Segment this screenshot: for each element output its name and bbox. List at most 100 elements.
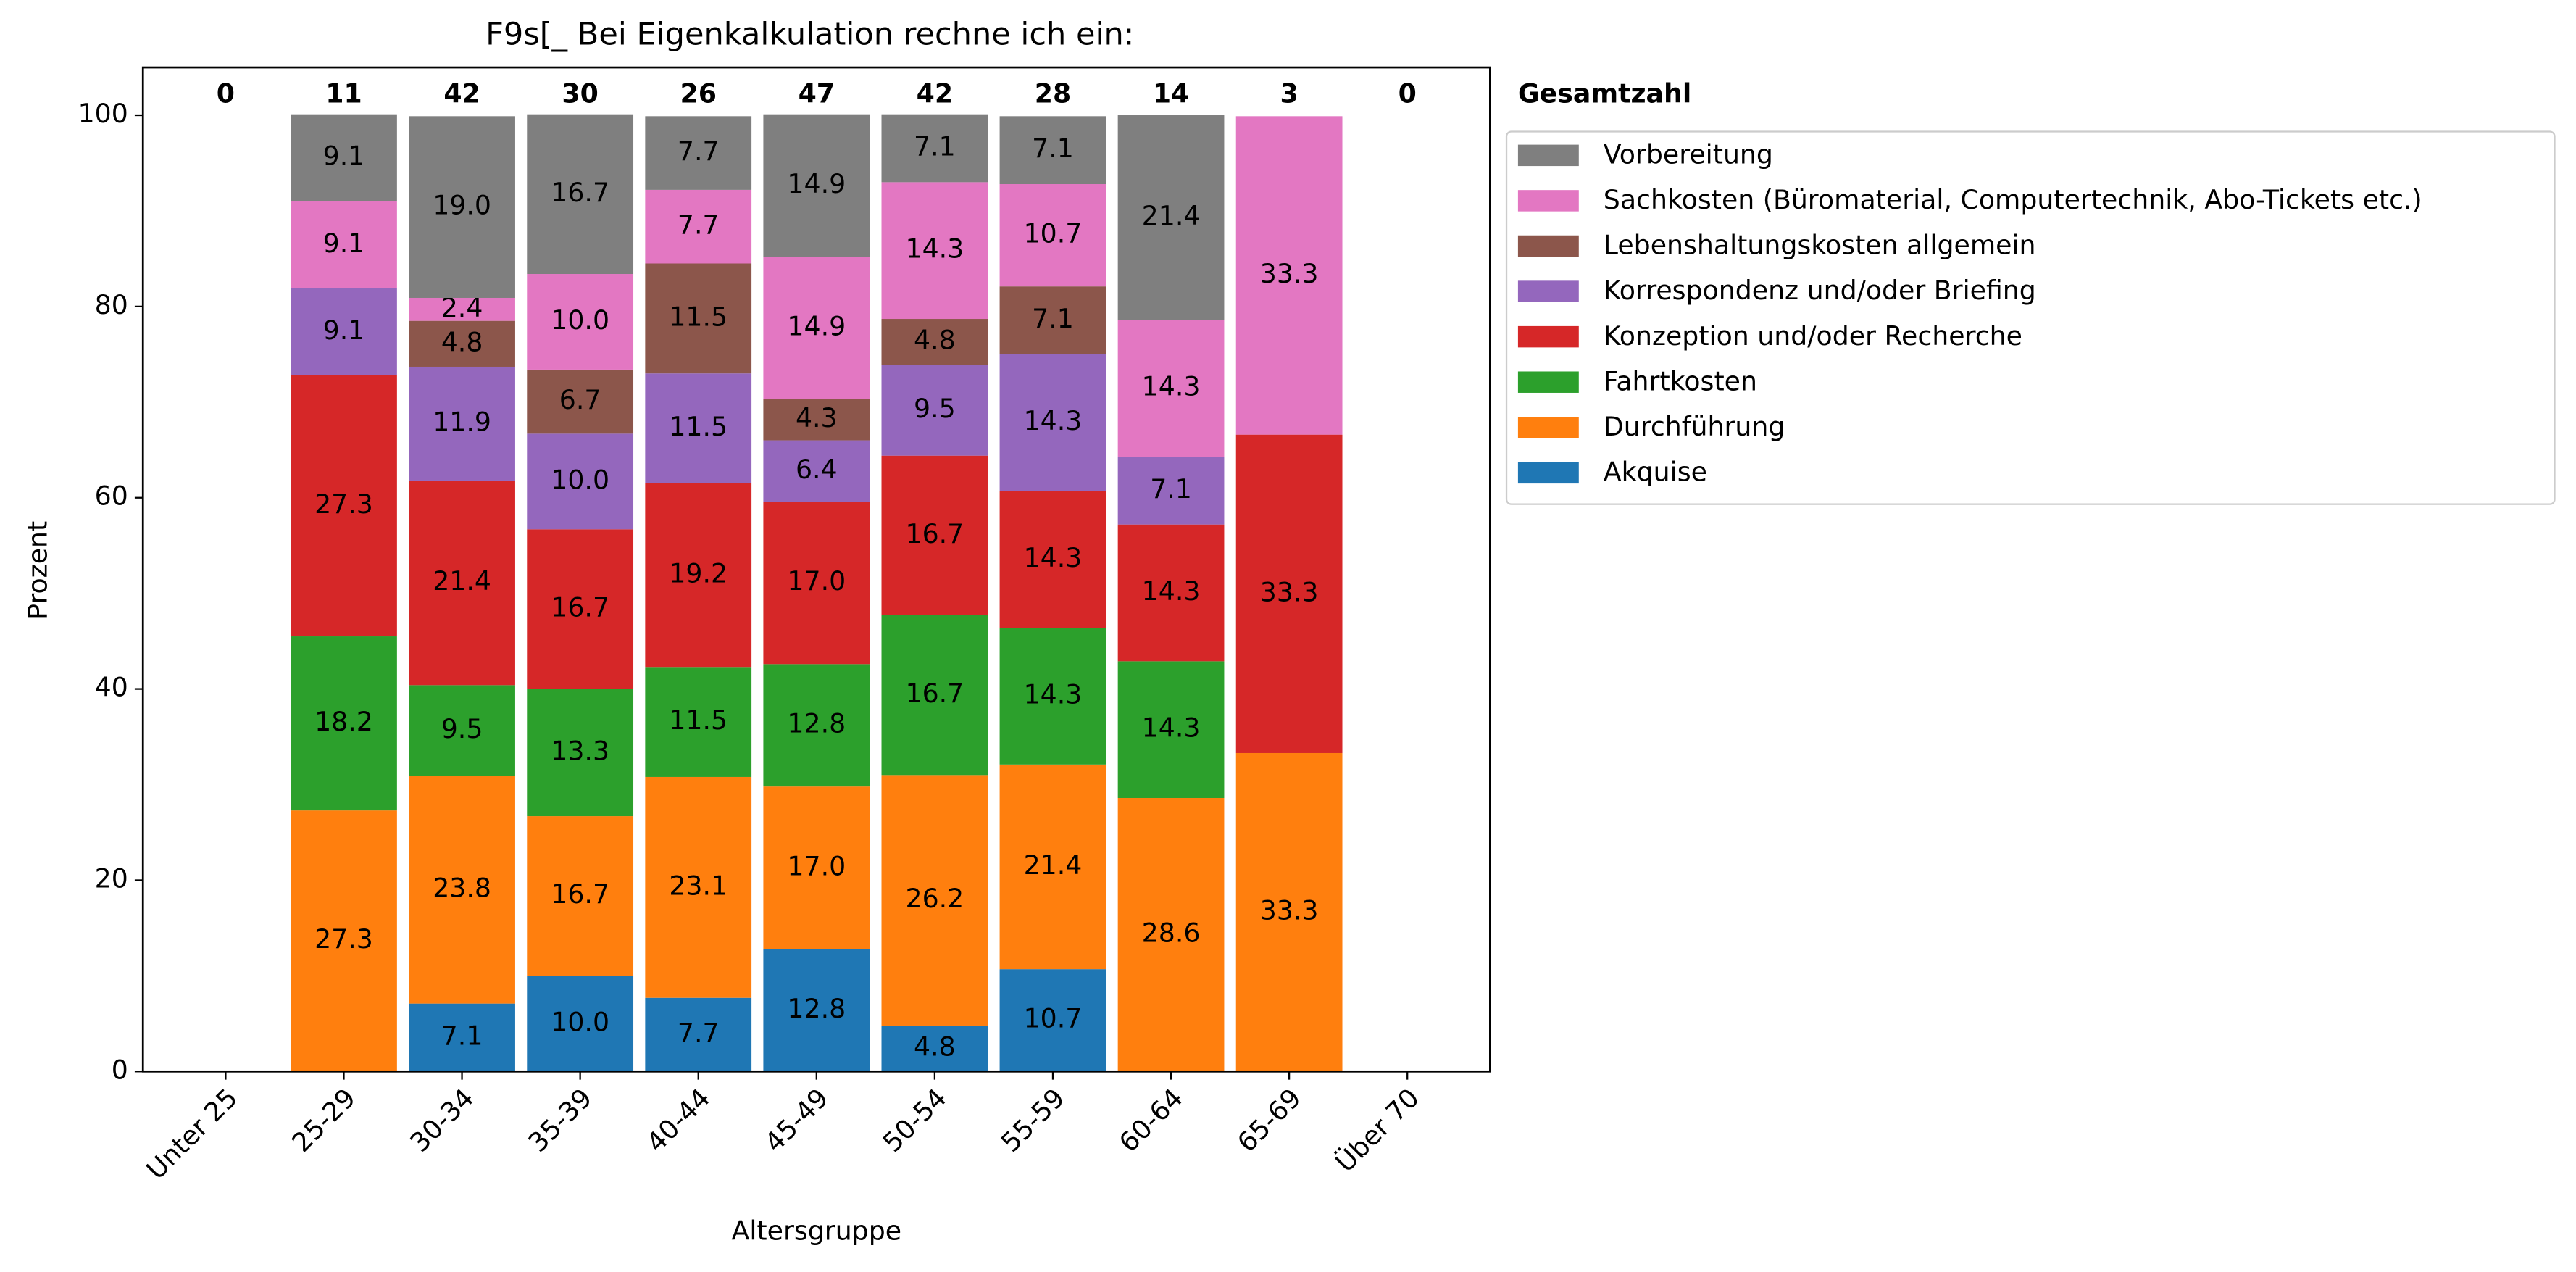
bar-segment: [1117, 524, 1225, 662]
y-tick-label: 40: [95, 672, 128, 703]
bar-segment: [881, 114, 988, 183]
bar-segment: [999, 286, 1106, 354]
data-label: 16.7: [551, 591, 609, 623]
plot-frame: [141, 66, 1491, 1073]
data-label: 17.0: [787, 565, 846, 596]
bar-segment: [645, 263, 752, 374]
y-axis-label: Prozent: [22, 521, 53, 620]
legend-swatch: [1517, 371, 1579, 393]
bar-segment: [763, 440, 870, 502]
data-label: 33.3: [1260, 576, 1319, 607]
data-label: 4.8: [441, 326, 483, 357]
bar-segment: [999, 969, 1106, 1072]
data-label: 10.0: [551, 1006, 609, 1037]
bar-segment: [527, 976, 634, 1072]
bar-segment: [1117, 115, 1225, 320]
data-label: 7.7: [678, 209, 720, 241]
y-tick-label: 100: [78, 98, 128, 129]
x-axis-label: Altersgruppe: [732, 1215, 901, 1247]
bar-segment: [645, 483, 752, 668]
data-label: 27.3: [314, 923, 373, 955]
bar-segment: [1117, 456, 1225, 525]
data-label: 14.9: [787, 168, 846, 199]
bar-segment: [1235, 752, 1343, 1072]
legend-label: Fahrtkosten: [1604, 365, 1757, 396]
data-label: 6.4: [796, 454, 838, 485]
bar-segment: [645, 116, 752, 190]
bar-segment: [763, 399, 870, 441]
data-label: 28.6: [1142, 918, 1201, 949]
bar-segment: [291, 810, 397, 1072]
data-label: 12.8: [787, 708, 846, 739]
bar-segment: [291, 114, 397, 201]
chart-title: F9s[_ Bei Eigenkalkulation rechne ich ei…: [485, 16, 1134, 52]
bar-segment: [1235, 116, 1343, 435]
total-label: 0: [1399, 78, 1417, 109]
data-label: 10.7: [1024, 218, 1083, 249]
data-label: 19.2: [669, 558, 728, 589]
data-label: 10.7: [1024, 1003, 1083, 1034]
data-label: 6.7: [559, 384, 601, 415]
data-label: 7.1: [1032, 303, 1074, 334]
bar-segment: [409, 116, 515, 298]
legend-label: Durchführung: [1604, 411, 1785, 442]
legend-swatch: [1517, 280, 1579, 302]
data-label: 10.0: [551, 304, 609, 336]
bar-segment: [763, 502, 870, 665]
data-label: 33.3: [1260, 895, 1319, 926]
data-label: 14.3: [1142, 371, 1201, 402]
bar-segment: [291, 636, 397, 811]
bar-segment: [291, 201, 397, 288]
bar-segment: [291, 375, 397, 637]
bar-segment: [409, 320, 515, 367]
bar-segment: [999, 116, 1106, 184]
bar-segment: [527, 433, 634, 530]
data-label: 16.7: [906, 678, 964, 709]
data-label: 16.7: [906, 518, 964, 549]
y-tick-label: 60: [95, 481, 128, 512]
bar-segment: [881, 775, 988, 1026]
total-label: 3: [1280, 78, 1299, 109]
bar-segment: [1117, 320, 1225, 457]
data-label: 14.9: [787, 311, 846, 342]
bar-segment: [999, 764, 1106, 970]
data-label: 7.1: [1032, 133, 1074, 164]
bar-segment: [763, 786, 870, 949]
bar-segment: [763, 257, 870, 399]
bar-segment: [881, 182, 988, 320]
total-label: 42: [443, 78, 480, 109]
bar-segment: [409, 366, 515, 481]
data-label: 13.3: [551, 735, 609, 766]
total-label: 0: [217, 78, 235, 109]
data-label: 14.3: [1024, 405, 1083, 436]
data-label: 9.1: [323, 141, 365, 172]
data-label: 7.7: [678, 136, 720, 167]
legend-label: Konzeption und/oder Recherche: [1604, 320, 2022, 352]
legend-label: Akquise: [1604, 456, 1707, 487]
bar-segment: [645, 997, 752, 1072]
data-label: 18.2: [314, 706, 373, 737]
total-label: 30: [562, 78, 598, 109]
legend-swatch: [1517, 235, 1579, 257]
data-label: 23.8: [433, 873, 491, 904]
bar-segment: [409, 776, 515, 1004]
data-label: 27.3: [314, 489, 373, 520]
legend-swatch: [1517, 144, 1579, 167]
data-label: 33.3: [1260, 258, 1319, 289]
data-label: 9.1: [323, 315, 365, 346]
bar-segment: [881, 1025, 988, 1072]
data-label: 21.4: [1142, 200, 1201, 231]
data-label: 19.0: [433, 190, 491, 221]
total-label: 14: [1153, 78, 1189, 109]
total-label: 28: [1035, 78, 1071, 109]
legend-swatch: [1517, 417, 1579, 438]
total-label: 42: [917, 78, 953, 109]
data-label: 16.7: [551, 177, 609, 208]
bar-segment: [409, 685, 515, 776]
bar-segment: [527, 274, 634, 370]
bar-segment: [645, 373, 752, 483]
bar-segment: [645, 189, 752, 264]
legend-title: Gesamtzahl: [1518, 78, 1691, 109]
data-label: 9.1: [323, 228, 365, 259]
